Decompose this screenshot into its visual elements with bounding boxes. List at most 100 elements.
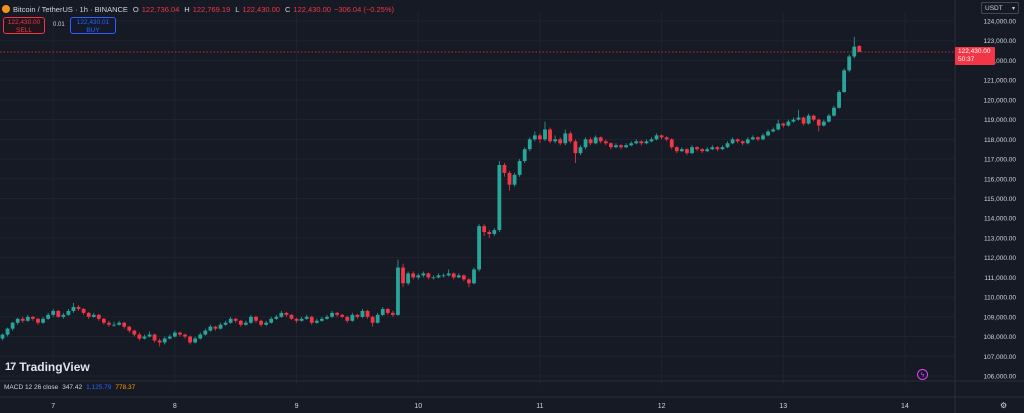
candle-body	[223, 322, 228, 325]
candle-body	[669, 139, 674, 148]
candle-body	[832, 107, 836, 116]
candle-body	[761, 135, 765, 140]
candle-body	[152, 334, 157, 341]
candle-body	[816, 119, 821, 126]
tradingview-mark-icon: 17	[5, 361, 16, 373]
candle-body	[644, 141, 649, 144]
bitcoin-icon	[2, 5, 10, 13]
candle-body	[472, 269, 476, 284]
candle-body	[517, 161, 522, 175]
candle-body	[335, 312, 340, 315]
candle-body	[857, 45, 862, 52]
currency-selector[interactable]: USDT ▾	[981, 2, 1019, 14]
candle-body	[634, 141, 639, 144]
candle-body	[411, 273, 416, 278]
macd-histogram-value: 778.37	[115, 384, 136, 391]
candle-body	[0, 334, 5, 339]
candle-body	[700, 149, 705, 152]
gear-icon[interactable]: ⚙	[1000, 401, 1008, 410]
symbol-title[interactable]: Bitcoin / TetherUS · 1h · BINANCE	[13, 4, 128, 14]
candle-body	[538, 135, 542, 140]
candle-body	[745, 139, 750, 144]
candle-body	[801, 117, 806, 124]
price-tick-label: 123,000.00	[983, 38, 1016, 45]
candle-body	[370, 316, 375, 323]
candle-body	[112, 324, 116, 326]
candle-body	[827, 115, 831, 122]
macd-value: 347.42	[62, 384, 83, 391]
candle-body	[20, 318, 25, 321]
candle-body	[639, 141, 644, 144]
high-value: 122,769.19	[192, 4, 231, 14]
candle-body	[750, 137, 755, 140]
candle-body	[548, 129, 552, 142]
price-tick-label: 120,000.00	[983, 97, 1016, 104]
price-tick-label: 121,000.00	[983, 78, 1016, 85]
candle-body	[233, 318, 238, 321]
candle-body	[380, 308, 385, 315]
candle-body	[690, 147, 694, 154]
candle-body	[269, 318, 274, 323]
spread-value: 0.01	[53, 22, 65, 28]
alert-icon[interactable]: ϟ	[917, 369, 928, 380]
time-tick-label: 14	[901, 403, 909, 410]
candle-body	[254, 316, 258, 321]
candle-body	[558, 139, 563, 144]
sell-button[interactable]: 122,430.00 SELL	[3, 17, 45, 34]
candle-body	[314, 320, 319, 323]
candle-body	[842, 70, 847, 92]
candle-body	[461, 275, 466, 280]
change-value: −306.04 (−0.25%)	[333, 4, 394, 14]
candle-body	[66, 310, 71, 315]
candle-body	[102, 318, 106, 323]
buy-button[interactable]: 122,430.01 BUY	[70, 17, 116, 34]
price-tick-label: 111,000.00	[984, 275, 1016, 282]
price-tick-label: 115,000.00	[984, 196, 1016, 203]
time-tick-label: 7	[51, 403, 55, 410]
sell-price: 122,430.00	[7, 19, 41, 26]
close-value: 122,430.00	[293, 4, 331, 14]
price-axis[interactable]: 106,000.00 107,000.00 108,000.00 109,000.00…	[983, 19, 1016, 381]
candle-body	[446, 273, 451, 276]
candle-body	[806, 115, 811, 124]
candle-body	[436, 275, 441, 278]
price-tick-label: 117,000.00	[984, 157, 1016, 164]
candle-body	[776, 123, 781, 130]
candle-body	[821, 121, 826, 126]
candle-body	[56, 310, 61, 317]
candle-body	[573, 141, 578, 154]
candle-body	[705, 149, 710, 152]
candle-body	[629, 143, 634, 146]
candle-body	[218, 324, 223, 329]
candle-body	[624, 145, 629, 148]
time-axis[interactable]: 7 8 9 10 11 12 13 14	[51, 403, 909, 410]
candle-body	[127, 326, 132, 331]
candle-body	[837, 92, 841, 108]
candle-body	[172, 332, 177, 337]
candle-body	[183, 334, 187, 337]
buy-label: BUY	[86, 26, 100, 34]
candle-body	[603, 141, 608, 144]
candle-body	[320, 318, 324, 321]
macd-legend[interactable]: MACD 12 26 close 347.42 1,125.79 778.37	[4, 384, 135, 391]
candle-body	[208, 326, 213, 331]
candle-body	[578, 147, 583, 154]
candle-body	[522, 149, 527, 162]
candle-body	[375, 314, 380, 323]
candle-body	[117, 322, 122, 325]
candle-body	[299, 318, 304, 321]
current-price-tag: 122,430.00 50:37	[955, 47, 995, 65]
time-tick-label: 10	[414, 403, 422, 410]
candle-body	[162, 338, 167, 343]
tradingview-logo[interactable]: 17 TradingView	[5, 360, 90, 374]
candle-body	[401, 267, 405, 284]
candle-body	[132, 330, 137, 335]
time-tick-label: 8	[173, 403, 177, 410]
current-price: 122,430.00	[958, 48, 991, 55]
candle-body	[31, 316, 35, 319]
candle-body	[279, 312, 284, 317]
candle-body	[674, 147, 679, 152]
candle-body	[766, 131, 770, 136]
candle-body	[715, 147, 720, 150]
